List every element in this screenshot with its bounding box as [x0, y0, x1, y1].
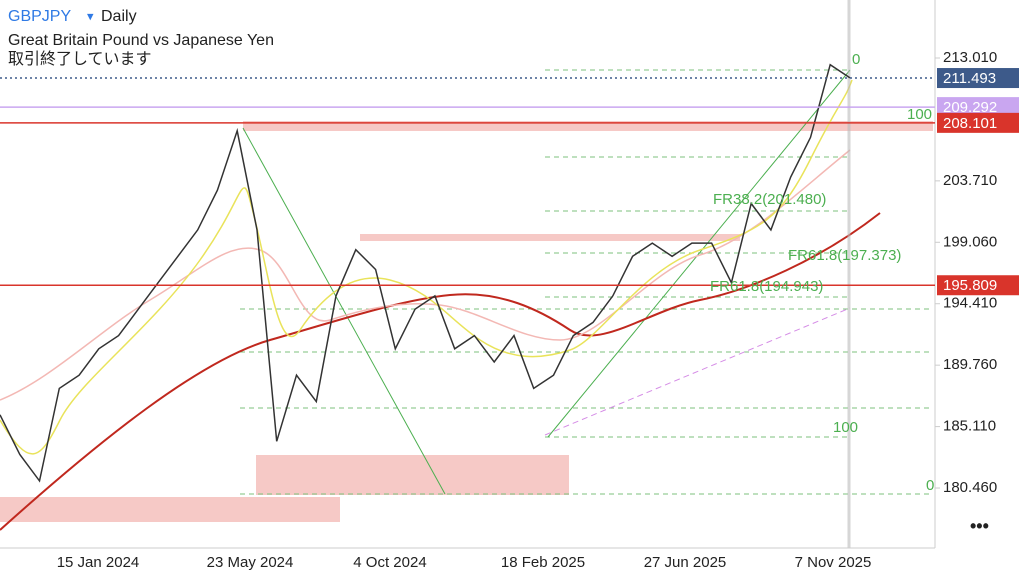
price-tag [937, 275, 1019, 296]
price-tag-label: 209.292 [943, 99, 997, 116]
ma-dashed [544, 307, 851, 436]
x-tick-label: 27 Jun 2025 [644, 554, 727, 571]
price-tag [937, 97, 1019, 118]
fib-label: 100 [907, 106, 932, 123]
trend-lines [242, 69, 851, 495]
ma-200 [0, 212, 881, 531]
zone [0, 497, 340, 522]
fib-label: 0 [926, 477, 934, 494]
fib-label: FR38.2(201.480) [713, 191, 826, 208]
zone [256, 455, 569, 495]
fib-label: 0 [852, 51, 860, 68]
y-tick-label: 185.110 [943, 418, 996, 435]
price-tag [937, 112, 1019, 133]
price-tag-label: 195.809 [943, 277, 997, 294]
y-tick-label: 213.010 [943, 49, 997, 66]
symbol[interactable]: GBPJPY [8, 8, 71, 25]
menu[interactable]: ••• [970, 516, 989, 536]
price-tag-label: 208.101 [943, 115, 997, 132]
y-tick-label: 189.760 [943, 356, 997, 373]
x-tick-label: 4 Oct 2024 [353, 554, 426, 571]
x-tick-label: 15 Jan 2024 [57, 554, 140, 571]
zone [243, 121, 933, 131]
x-tick-label: 18 Feb 2025 [501, 554, 585, 571]
ma-pink [0, 149, 851, 401]
fib-label: FR61.8(197.373) [788, 247, 901, 264]
zone [360, 234, 740, 241]
y-tick-label: 199.060 [943, 233, 997, 250]
price-tag [937, 68, 1019, 89]
timeframe[interactable]: Daily [101, 8, 137, 25]
dropdown[interactable]: ▾ [87, 8, 94, 23]
ma-yellow [0, 79, 853, 455]
fib-label: FR61.8(194.943) [710, 278, 823, 295]
fib-label: 100 [833, 419, 858, 436]
price-tag-label: 211.493 [943, 70, 996, 87]
market-status: 取引終了しています [8, 50, 152, 68]
y-tick-label: 194.410 [943, 295, 997, 312]
x-tick-label: 23 May 2024 [207, 554, 294, 571]
x-tick-label: 7 Nov 2025 [795, 554, 872, 571]
instrument-name: Great Britain Pound vs Japanese Yen [8, 32, 274, 49]
price-line [0, 63, 851, 483]
fib-lines [240, 69, 930, 495]
y-tick-label: 180.460 [943, 479, 997, 496]
y-tick-label: 203.710 [943, 172, 997, 189]
